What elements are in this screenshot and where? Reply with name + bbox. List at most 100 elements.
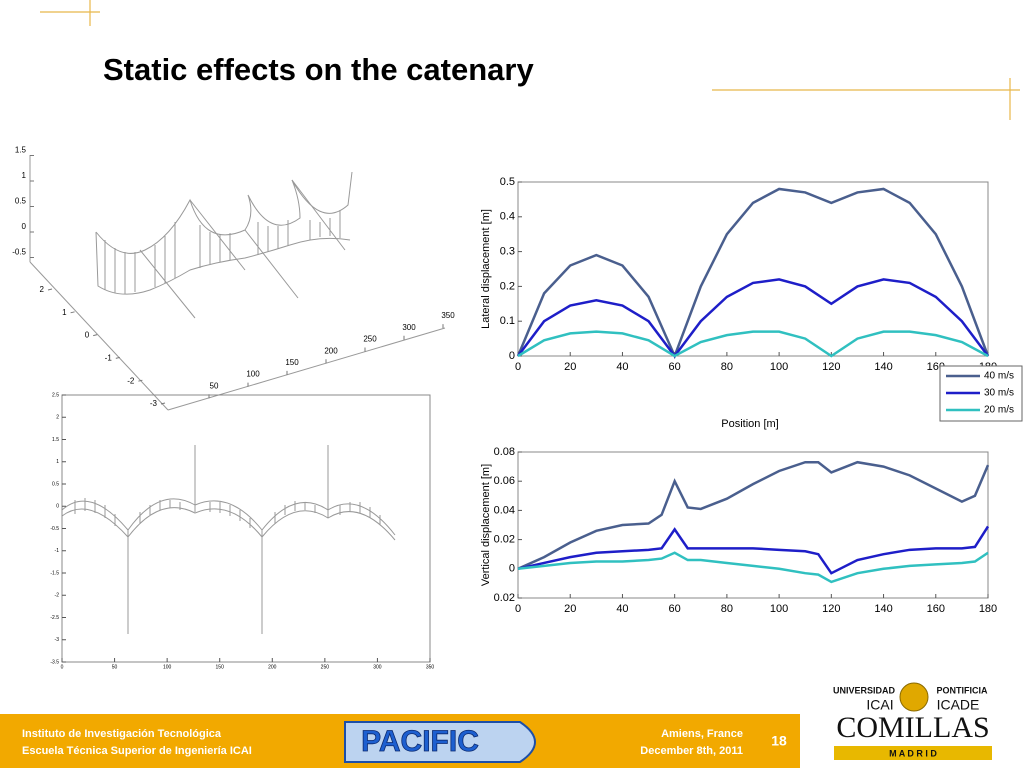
y-tick: [93, 334, 98, 337]
x-tick-label: 80: [721, 361, 733, 373]
x-tick-label: 100: [770, 603, 788, 615]
x-axis-label: Position [m]: [721, 418, 778, 430]
x-tick-label: 200: [324, 346, 338, 355]
y-tick-label: -3.5: [50, 659, 59, 665]
logo-left: ICAI: [866, 697, 893, 713]
series-line: [517, 460, 990, 570]
catenary-drawing: [61, 445, 396, 634]
y-tick-label: -2: [127, 376, 135, 385]
slide-title: Static effects on the catenary: [103, 52, 534, 87]
plot-frame: [61, 394, 431, 663]
x-tick-label: 100: [246, 370, 260, 379]
legend-label: 30 m/s: [984, 388, 1014, 399]
y-tick-label: 1: [62, 308, 67, 317]
x-tick-label: 250: [363, 335, 377, 344]
y-tick-label: 0: [509, 350, 515, 362]
y-tick-label: 2: [40, 285, 45, 294]
series-line: [517, 330, 989, 358]
x-tick-label: 250: [321, 664, 330, 670]
z-tick-label: 1.5: [15, 146, 27, 155]
z-tick-label: 0.5: [15, 197, 27, 206]
x-tick-label: 200: [268, 664, 277, 670]
y-tick-label: -1: [55, 548, 60, 554]
footer-school: Escuela Técnica Superior de Ingeniería I…: [22, 745, 252, 757]
surface-drawing: [29, 155, 446, 411]
x-tick-label: 140: [874, 603, 892, 615]
x-tick-label: 140: [874, 361, 892, 373]
z-tick-label: 0: [22, 222, 27, 231]
y-tick-label: 1: [56, 459, 59, 465]
y-tick: [160, 402, 166, 405]
y-tick-label: 0.02: [494, 534, 515, 546]
y-tick-label: 0: [56, 504, 59, 510]
x-tick-label: 50: [112, 664, 118, 670]
logo-city: M A D R I D: [889, 748, 937, 758]
y-tick-label: 0.5: [52, 481, 59, 487]
x-tick-label: 300: [402, 323, 416, 332]
footer-institute: Instituto de Investigación Tecnológica: [22, 728, 222, 740]
x-tick-label: 60: [669, 361, 681, 373]
y-tick-label: -0.5: [50, 526, 59, 532]
y-tick-label: -2.5: [50, 615, 59, 621]
x-tick-label: 100: [163, 664, 172, 670]
y-tick-label: -3: [55, 637, 60, 643]
series-line: [517, 525, 990, 575]
y-tick-label: 0.5: [500, 176, 515, 188]
plot-frame: [517, 451, 989, 599]
logo-top-left: UNIVERSIDAD: [833, 685, 896, 695]
x-tick-label: 120: [822, 361, 840, 373]
y-tick-label: -1.5: [50, 570, 59, 576]
x-tick-label: 150: [285, 358, 299, 367]
logo-top-right: PONTIFICIA: [937, 685, 988, 695]
y-tick: [115, 356, 120, 359]
y-tick-label: 0.1: [500, 315, 515, 327]
footer-date: December 8th, 2011: [640, 745, 743, 757]
y-tick-label: 2.5: [52, 392, 59, 398]
footer-place: Amiens, France: [661, 728, 743, 740]
y-tick: [70, 311, 75, 314]
y-tick-label: 0.08: [494, 446, 515, 458]
x-tick-label: 40: [616, 361, 628, 373]
x-tick-label: 350: [426, 664, 435, 670]
x-tick-label: 350: [441, 311, 455, 320]
y-tick-label: 0: [85, 331, 90, 340]
x-tick-label: 180: [979, 603, 997, 615]
legend-label: 20 m/s: [984, 405, 1014, 416]
decor-lines: [40, 0, 1020, 120]
plot-frame: [517, 181, 989, 357]
y-tick-label: -1: [105, 354, 113, 363]
x-tick-label: 20: [564, 603, 576, 615]
y-tick-label: 0: [509, 563, 515, 575]
y-tick-label: 0.3: [500, 246, 515, 258]
y-tick-label: 1.5: [52, 437, 59, 443]
y-tick: [138, 379, 143, 382]
x-tick-label: 80: [721, 603, 733, 615]
x-tick-label: 0: [515, 361, 521, 373]
x-tick-label: 300: [373, 664, 382, 670]
y-axis-label: Vertical displacement [m]: [480, 464, 492, 586]
z-tick-label: 1: [22, 171, 27, 180]
x-tick-label: 60: [669, 603, 681, 615]
y-axis-label: Lateral displacement [m]: [480, 209, 492, 329]
y-tick-label: 0.06: [494, 475, 515, 487]
y-tick: [47, 288, 53, 291]
y-tick-label: 2: [56, 415, 59, 421]
series-line: [517, 551, 989, 584]
logo-seal: [899, 682, 929, 712]
pacific-logo: PACIFIC: [361, 725, 479, 758]
z-tick-label: -0.5: [12, 248, 26, 257]
x-tick-label: 20: [564, 361, 576, 373]
y-tick-label: -3: [150, 399, 158, 408]
y-tick-label: 0.02: [494, 592, 515, 604]
series-line: [517, 278, 989, 359]
x-tick-label: 150: [216, 664, 225, 670]
x-tick-label: 40: [616, 603, 628, 615]
x-tick-label: 50: [210, 381, 219, 390]
x-tick-label: 160: [927, 603, 945, 615]
x-tick-label: 100: [770, 361, 788, 373]
y-tick-label: 0.4: [500, 211, 515, 223]
x-tick-label: 0: [515, 603, 521, 615]
page-number: 18: [771, 733, 787, 749]
pacific-logo-shape: [344, 721, 536, 763]
